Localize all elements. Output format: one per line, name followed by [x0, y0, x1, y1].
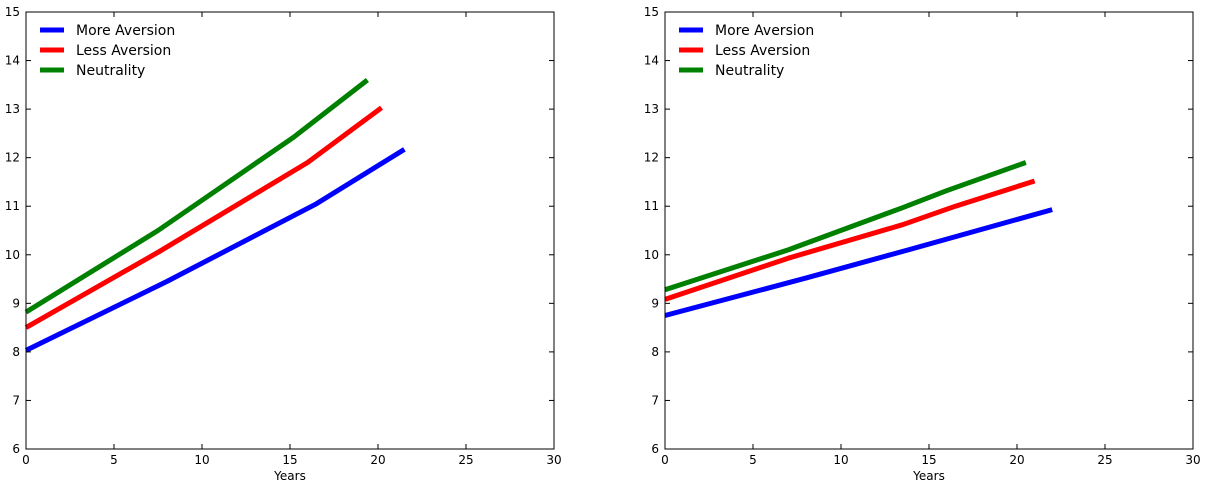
chart1-y-tick-label: 12	[5, 151, 20, 165]
chart2-legend-label: Less Aversion	[715, 43, 810, 59]
chart2-x-axis-label: Years	[912, 469, 945, 483]
chart2-series-less-aversion	[664, 178, 1036, 302]
chart1-x-tick-label: 5	[110, 453, 118, 467]
chart2-y-tick-label: 7	[651, 393, 659, 407]
chart2-legend-label: More Aversion	[715, 23, 814, 39]
right-line-chart: 0 5 10 15 20 25 30 6 7 8 9 10 11 12 13 14 15 Years More Av…	[644, 5, 1201, 483]
chart1-legend-label: Less Aversion	[76, 43, 171, 59]
chart2-y-tick-label: 13	[644, 102, 659, 116]
chart2-x-tick-label: 30	[1185, 453, 1200, 467]
chart2-series-neutrality	[664, 160, 1027, 293]
chart1-x-tick-label: 10	[194, 453, 209, 467]
chart2-x-tick-label: 0	[661, 453, 669, 467]
chart1-legend: More Aversion Less Aversion Neutrality	[40, 23, 175, 79]
chart2-y-tick-label: 9	[651, 296, 659, 310]
chart1-y-tick-label: 8	[12, 345, 20, 359]
left-line-chart: 0 5 10 15 20 25 30 6 7 8 9 10 11 12 13 14 15 Years More Av…	[5, 5, 562, 483]
chart1-x-tick-label: 0	[22, 453, 30, 467]
chart2-x-tick-label: 5	[749, 453, 757, 467]
chart1-x-axis-label: Years	[273, 469, 306, 483]
chart2-y-tick-label: 15	[644, 5, 659, 19]
chart2-series-more-aversion	[664, 207, 1053, 318]
chart2-y-tick-label: 8	[651, 345, 659, 359]
chart2-y-tick-label: 14	[644, 54, 659, 68]
chart2-y-tick-label: 10	[644, 248, 659, 262]
chart1-series-neutrality	[24, 78, 369, 315]
chart1-x-tick-label: 20	[370, 453, 385, 467]
chart2-legend-label: Neutrality	[715, 63, 784, 79]
chart2-x-tick-label: 20	[1009, 453, 1024, 467]
chart1-x-tick-label: 25	[458, 453, 473, 467]
chart2-legend: More Aversion Less Aversion Neutrality	[679, 23, 814, 79]
chart2-y-tick-label: 11	[644, 199, 659, 213]
chart1-y-tick-label: 6	[12, 442, 20, 456]
chart1-y-tick-label: 7	[12, 393, 20, 407]
chart2-x-tick-label: 25	[1097, 453, 1112, 467]
chart1-series-less-aversion	[24, 105, 383, 330]
chart1-x-tick-label: 30	[546, 453, 561, 467]
chart1-y-tick-label: 11	[5, 199, 20, 213]
chart2-y-tick-label: 6	[651, 442, 659, 456]
chart1-legend-label: More Aversion	[76, 23, 175, 39]
chart2-y-tick-label: 12	[644, 151, 659, 165]
chart2-x-tick-label: 15	[921, 453, 936, 467]
chart1-y-tick-label: 13	[5, 102, 20, 116]
chart1-series-more-aversion	[24, 147, 406, 353]
chart1-y-tick-label: 10	[5, 248, 20, 262]
chart1-y-tick-label: 9	[12, 296, 20, 310]
chart1-y-tick-label: 14	[5, 54, 20, 68]
chart1-y-tick-label: 15	[5, 5, 20, 19]
chart1-x-tick-label: 15	[282, 453, 297, 467]
chart1-legend-label: Neutrality	[76, 63, 145, 79]
chart2-x-tick-label: 10	[833, 453, 848, 467]
